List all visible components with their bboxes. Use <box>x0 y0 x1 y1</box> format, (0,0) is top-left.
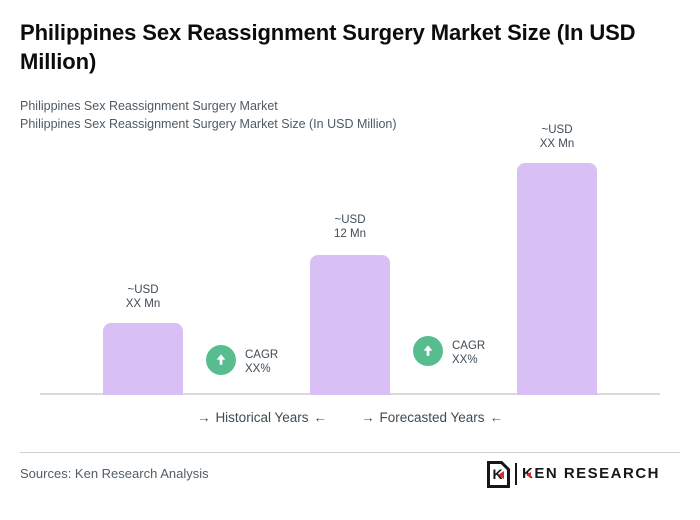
ken-research-wordmark: KEN RESEARCH <box>522 465 661 482</box>
legend-historical-label: Historical Years <box>215 410 309 425</box>
market-bar-historical-start <box>103 323 183 395</box>
red-wedge-icon <box>526 472 531 478</box>
wordmark-wrap: KEN RESEARCH <box>522 465 660 483</box>
logo-separator <box>515 463 517 485</box>
cagr-label-2: CAGR XX% <box>452 339 485 367</box>
cagr-badge-1 <box>206 345 236 375</box>
bar-value-line: ~USD <box>334 214 366 226</box>
subtitle-line-2: Philippines Sex Reassignment Surgery Mar… <box>20 117 397 131</box>
footer-divider <box>20 452 680 453</box>
arrow-right-icon: → <box>360 410 375 425</box>
bar-value-line: XX Mn <box>539 138 575 150</box>
bar-value-line: ~USD <box>541 124 573 136</box>
bar-value-label-3: ~USD XX Mn <box>502 123 612 151</box>
bar-value-label-1: ~USD XX Mn <box>88 283 198 311</box>
bar-value-label-2: ~USD 12 Mn <box>295 213 405 241</box>
bar-value-line: XX Mn <box>125 298 161 310</box>
cagr-line: XX% <box>245 363 271 375</box>
red-wedge-icon <box>498 470 504 479</box>
emblem-letter: K <box>492 465 503 482</box>
cagr-line: CAGR <box>245 349 279 361</box>
up-arrow-icon <box>216 354 226 365</box>
cagr-label-1: CAGR XX% <box>245 348 278 376</box>
ken-research-logo: K KEN RESEARCH <box>487 460 660 488</box>
cagr-line: XX% <box>452 354 478 366</box>
period-legend: → Historical Years ← → Forecasted Years … <box>0 408 700 427</box>
arrow-right-icon: → <box>196 410 211 425</box>
cagr-badge-2 <box>413 336 443 366</box>
legend-forecasted-label: Forecasted Years <box>379 410 485 425</box>
up-arrow-icon <box>423 345 433 356</box>
arrow-left-icon: ← <box>313 410 327 425</box>
cagr-line: CAGR <box>452 340 486 352</box>
bar-value-line: 12 Mn <box>334 228 366 240</box>
legend-forecasted: → Forecasted Years ← <box>361 408 503 427</box>
subtitle-line-1: Philippines Sex Reassignment Surgery Mar… <box>20 99 278 113</box>
legend-historical: → Historical Years ← <box>197 408 327 427</box>
bar-value-line: ~USD <box>127 284 159 296</box>
arrow-left-icon: ← <box>489 410 504 425</box>
page-title: Philippines Sex Reassignment Surgery Mar… <box>20 20 636 74</box>
ken-research-emblem: K <box>487 460 510 488</box>
market-bar-current <box>310 255 390 395</box>
sources-text: Sources: Ken Research Analysis <box>20 466 209 481</box>
market-bar-forecast-end <box>517 163 597 395</box>
